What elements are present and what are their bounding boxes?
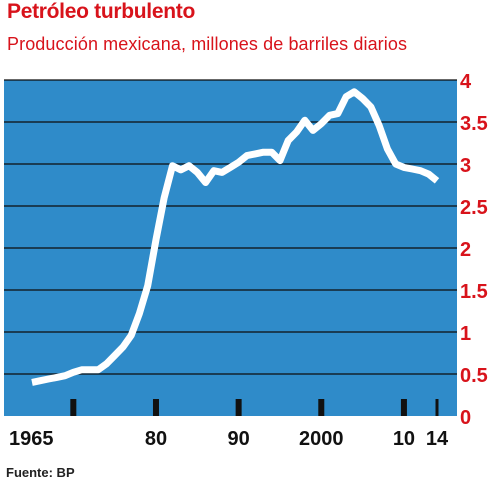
series-line: [31, 88, 440, 386]
x-tick-mark: [318, 399, 325, 416]
x-tick-mark: [435, 399, 439, 416]
y-tick-label: 4: [460, 71, 472, 93]
source-note: Fuente: BP: [6, 465, 75, 480]
y-tick-label: 0.5: [460, 365, 488, 387]
gridlines: [4, 79, 457, 375]
chart-title: Petróleo turbulento: [7, 0, 195, 23]
x-tick-label: 90: [228, 428, 250, 450]
chart-subtitle: Producción mexicana, millones de barrile…: [7, 34, 408, 54]
y-tick-label: 2.5: [460, 197, 488, 219]
x-tick-mark: [152, 399, 159, 416]
x-axis-ticks: [70, 399, 439, 416]
x-tick-label: 1965: [9, 428, 54, 450]
y-tick-label: 3: [460, 155, 471, 177]
x-tick-label: 80: [145, 428, 167, 450]
y-tick-label: 2: [460, 239, 471, 261]
x-tick-mark: [400, 399, 407, 416]
y-tick-label: 1.5: [460, 281, 488, 303]
y-axis-labels: 0 0.5 1 1.5 2 2.5 3 3.5 4: [460, 71, 488, 429]
x-axis-labels: 1965 80 90 2000 10 14: [9, 428, 449, 450]
x-tick-label: 10: [393, 428, 415, 450]
x-tick-label: 2000: [299, 428, 344, 450]
y-tick-label: 3.5: [460, 113, 488, 135]
y-tick-label: 0: [460, 407, 471, 429]
x-tick-label: 14: [426, 428, 449, 450]
y-tick-label: 1: [460, 323, 471, 345]
x-tick-mark: [70, 399, 77, 416]
x-tick-mark: [235, 399, 242, 416]
series-layer: [31, 88, 440, 386]
